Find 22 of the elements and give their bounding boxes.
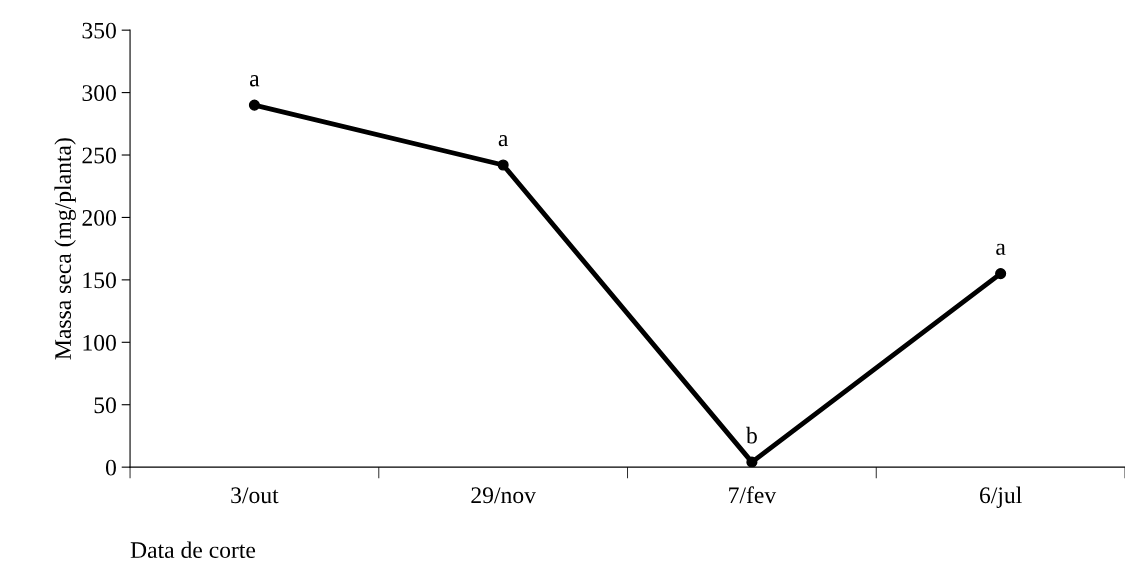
annotation: b <box>745 426 757 444</box>
x-tick-label: 6/jul <box>980 486 1022 509</box>
y-tick-label: 150 <box>83 272 116 289</box>
point <box>995 268 1007 280</box>
annotation: a <box>250 75 260 87</box>
point <box>497 159 509 171</box>
y-tick-label: 300 <box>82 85 116 102</box>
x-tick-label: 29/nov <box>471 487 536 504</box>
y-tick-label: 50 <box>94 397 116 414</box>
y-tick-label: 200 <box>82 209 116 226</box>
x-axis-title: Data de corte <box>130 541 256 559</box>
y-axis-title: Massa seca (mg/planta) <box>54 138 76 360</box>
x-tick-label: 3/out <box>231 487 279 504</box>
y-tick-label: 350 <box>82 22 116 39</box>
y-tick-label: 0 <box>105 459 116 476</box>
x-tick-label: 7/fev <box>729 486 777 504</box>
annotation: a <box>996 243 1006 255</box>
annotation: a <box>498 135 509 147</box>
y-tick-label: 100 <box>83 334 116 351</box>
point <box>248 99 260 111</box>
point <box>746 456 758 468</box>
y-tick-label: 250 <box>82 147 116 164</box>
